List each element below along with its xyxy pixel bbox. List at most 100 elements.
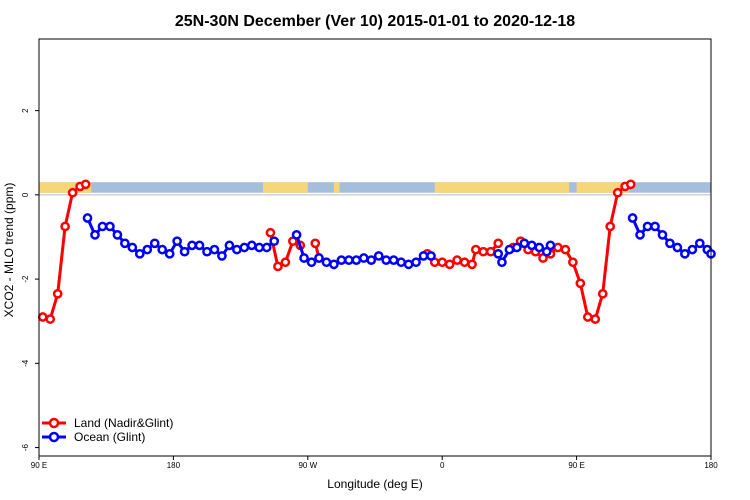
data-point xyxy=(396,257,406,268)
data-point xyxy=(202,246,212,257)
data-point xyxy=(358,253,369,263)
land-segment xyxy=(434,182,570,193)
data-point xyxy=(426,251,436,261)
data-point xyxy=(526,240,537,251)
data-point xyxy=(497,257,507,268)
land-segment xyxy=(333,182,340,193)
data-point xyxy=(82,213,93,223)
data-point xyxy=(403,259,414,270)
data-point xyxy=(560,244,571,255)
data-point xyxy=(105,221,115,232)
data-point xyxy=(224,240,235,251)
data-point xyxy=(680,248,690,259)
legend-swatch-marker xyxy=(48,431,60,443)
data-point xyxy=(366,255,377,265)
data-point xyxy=(493,248,504,259)
data-point xyxy=(444,259,455,270)
land-segment xyxy=(576,182,629,193)
data-point xyxy=(149,238,160,249)
x-tick-label: 180 xyxy=(167,461,181,470)
data-point xyxy=(590,314,601,324)
legend-entry-ocean: Ocean (Glint) xyxy=(42,430,145,444)
data-point xyxy=(310,238,321,249)
data-point xyxy=(306,257,317,268)
data-point xyxy=(478,246,489,257)
data-point xyxy=(344,255,354,265)
plot-border xyxy=(38,38,712,457)
data-point xyxy=(418,251,429,261)
data-point xyxy=(582,312,593,322)
data-point xyxy=(273,261,283,272)
plot-frame xyxy=(38,38,712,457)
data-point xyxy=(142,244,153,255)
data-point xyxy=(67,187,78,198)
data-point xyxy=(80,179,91,190)
data-point xyxy=(485,246,496,257)
data-point xyxy=(504,244,515,255)
data-point xyxy=(512,242,522,253)
data-point xyxy=(164,248,175,259)
data-point xyxy=(605,221,616,232)
x-tick-label: 90 E xyxy=(568,461,584,470)
legend-label-ocean: Ocean (Glint) xyxy=(74,430,145,444)
data-point xyxy=(157,244,168,255)
land-segment xyxy=(39,182,92,193)
chart-title: 25N-30N December (Ver 10) 2015-01-01 to … xyxy=(175,13,575,30)
x-axis-label: Longitude (deg E) xyxy=(327,477,422,491)
series-land xyxy=(37,179,636,324)
x-tick-label: 180 xyxy=(704,461,718,470)
series-ocean xyxy=(82,213,716,270)
x-tick-label: 90 W xyxy=(298,461,317,470)
data-point xyxy=(627,213,638,223)
data-point xyxy=(134,248,145,259)
ocean-strip xyxy=(39,182,711,193)
data-point xyxy=(452,255,462,265)
y-tick-label: 0 xyxy=(21,192,30,197)
x-axis: 90 E 180 90 W 0 90 E 180 xyxy=(31,456,718,470)
data-point xyxy=(280,257,291,268)
series-layer xyxy=(37,179,716,324)
data-point xyxy=(265,227,276,238)
legend-label-land: Land (Nadir&Glint) xyxy=(74,416,173,430)
data-point xyxy=(261,242,272,253)
data-point xyxy=(373,251,384,261)
x-tick-label: 90 E xyxy=(31,461,47,470)
y-tick-label: -6 xyxy=(21,443,30,451)
data-point xyxy=(411,257,421,268)
y-axis: 2 0 -2 -4 -6 xyxy=(21,108,39,451)
data-point xyxy=(642,221,653,232)
x-tick-label: 0 xyxy=(440,461,445,470)
y-tick-label: 2 xyxy=(21,108,30,113)
y-tick-label: -2 xyxy=(21,275,30,283)
legend-swatch-marker xyxy=(48,417,60,429)
legend: Land (Nadir&Glint) Ocean (Glint) xyxy=(42,416,173,444)
data-point xyxy=(351,255,362,265)
y-axis-label: XCO2 - MLO trend (ppm) xyxy=(2,183,16,318)
data-point xyxy=(381,255,392,265)
data-point xyxy=(329,259,339,270)
data-point xyxy=(209,244,220,255)
data-point xyxy=(336,255,347,265)
data-point xyxy=(45,314,56,324)
data-point xyxy=(90,230,100,240)
data-point xyxy=(625,179,636,190)
data-point xyxy=(459,257,470,268)
data-point xyxy=(314,253,324,263)
data-point xyxy=(97,221,108,232)
data-point xyxy=(470,244,481,255)
data-point xyxy=(612,187,623,198)
data-point xyxy=(321,257,332,268)
series-line xyxy=(42,182,87,321)
data-point xyxy=(291,230,302,240)
data-point xyxy=(194,240,205,251)
data-point xyxy=(299,253,309,263)
data-point xyxy=(534,242,545,253)
data-point xyxy=(388,255,399,265)
data-point xyxy=(545,240,556,251)
data-point xyxy=(687,244,698,255)
data-point xyxy=(467,259,477,270)
land-ocean-mask xyxy=(39,182,711,193)
y-tick-label: -4 xyxy=(21,359,30,367)
data-point xyxy=(665,238,675,249)
